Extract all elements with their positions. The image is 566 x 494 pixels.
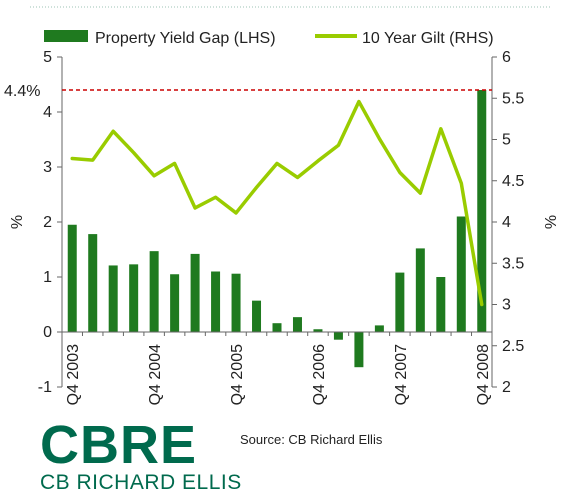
- right-tick-label: 4: [502, 214, 511, 231]
- yield-gap-bar: [88, 234, 98, 332]
- left-tick-label: 3: [43, 159, 52, 176]
- yield-gap-bar: [231, 273, 241, 332]
- right-tick-label: 6: [502, 49, 511, 66]
- yield-gap-chart: Property Yield Gap (LHS) 10 Year Gilt (RH…: [4, 6, 560, 405]
- right-tick-label: 2: [502, 379, 511, 396]
- right-tick-label: 5: [502, 132, 511, 149]
- reference-label: 4.4%: [4, 83, 40, 100]
- legend-label: Property Yield Gap (LHS): [95, 30, 276, 47]
- x-tick-label: Q4 2007: [393, 344, 410, 405]
- left-tick-label: 1: [43, 269, 52, 286]
- yield-gap-bar: [436, 277, 446, 332]
- right-tick-label: 3: [502, 297, 511, 314]
- yield-gap-bar: [456, 216, 466, 332]
- yield-gap-bar: [292, 317, 302, 332]
- yield-gap-bar: [415, 248, 425, 332]
- yield-gap-bar: [313, 329, 323, 332]
- x-tick-label: Q4 2003: [65, 344, 82, 405]
- right-axis-title: %: [543, 215, 560, 229]
- legend-bar-swatch: [44, 30, 88, 42]
- source-note: Source: CB Richard Ellis: [240, 432, 383, 447]
- yield-gap-bar: [374, 325, 384, 332]
- yield-gap-bar: [170, 274, 180, 332]
- yield-gap-bar: [354, 332, 364, 368]
- left-tick-label: 0: [43, 324, 52, 341]
- yield-gap-bar: [129, 264, 139, 332]
- left-axis-title: %: [9, 215, 26, 229]
- logo-wordmark: CBRE: [40, 415, 198, 475]
- left-tick-label: -1: [38, 379, 52, 396]
- yield-gap-bar: [333, 332, 343, 340]
- right-tick-label: 5.5: [502, 90, 524, 107]
- x-tick-label: Q4 2005: [229, 344, 246, 405]
- yield-gap-bar: [211, 271, 221, 332]
- yield-gap-bar: [149, 251, 159, 332]
- yield-gap-bar: [108, 265, 118, 332]
- yield-gap-bar: [252, 300, 262, 332]
- yield-gap-bar: [67, 224, 77, 332]
- legend-label: 10 Year Gilt (RHS): [362, 30, 494, 47]
- right-tick-label: 4.5: [502, 173, 524, 190]
- gilt-line: [70, 99, 484, 307]
- x-tick-label: Q4 2008: [475, 344, 492, 405]
- right-tick-label: 3.5: [502, 255, 524, 272]
- left-tick-label: 5: [43, 49, 52, 66]
- yield-gap-bar: [190, 253, 200, 332]
- logo-subtitle: CB RICHARD ELLIS: [40, 471, 242, 494]
- left-tick-label: 2: [43, 214, 52, 231]
- x-tick-label: Q4 2004: [147, 344, 164, 405]
- yield-gap-bar: [395, 272, 405, 332]
- left-tick-label: 4: [43, 104, 52, 121]
- yield-gap-bar: [477, 90, 487, 332]
- yield-gap-bar: [272, 323, 282, 332]
- x-tick-label: Q4 2006: [311, 344, 328, 405]
- right-tick-label: 2.5: [502, 338, 524, 355]
- cbre-logo: CBRE CB RICHARD ELLIS: [40, 418, 242, 494]
